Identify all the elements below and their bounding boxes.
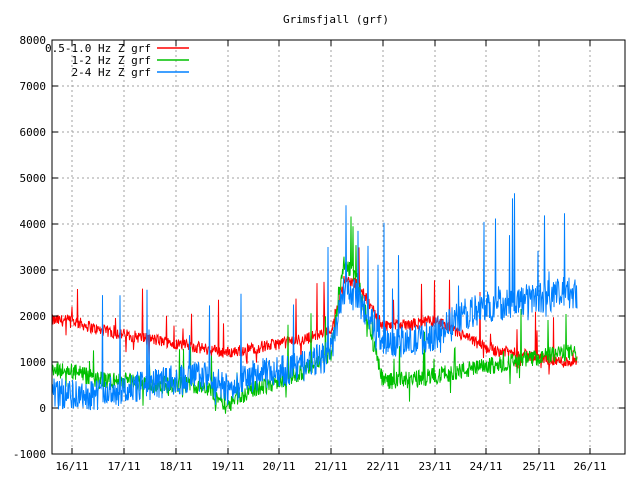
x-tick-label: 19/11 [211,460,244,473]
series-line-1 [51,247,578,375]
x-tick-label: 26/11 [573,460,606,473]
x-tick-label: 18/11 [159,460,192,473]
x-tick-label: 24/11 [469,460,502,473]
y-tick-label: 2000 [20,310,47,323]
x-tick-label: 17/11 [107,460,140,473]
chart-title: Grimsfjall (grf) [283,13,389,26]
legend-label: 1-2 Hz Z grf [72,54,151,67]
series-line-3 [51,193,578,411]
legend-label: 2-4 Hz Z grf [72,66,151,79]
y-axis: -1000 0 1000 2000 3000 4000 5000 6000 7000 8000 [13,34,625,461]
x-tick-label: 16/11 [55,460,88,473]
y-tick-label: -1000 [13,448,46,461]
y-tick-label: 1000 [20,356,47,369]
series-layer [51,193,578,414]
x-tick-label: 22/11 [366,460,399,473]
y-tick-label: 4000 [20,218,47,231]
y-tick-label: 5000 [20,172,47,185]
plot-frame [51,39,626,455]
legend-label: 0.5-1.0 Hz Z grf [45,42,151,55]
y-tick-label: 7000 [20,80,47,93]
x-tick-label: 23/11 [418,460,451,473]
y-tick-label: 6000 [20,126,47,139]
grid-lines [52,40,625,454]
y-tick-label: 3000 [20,264,47,277]
x-tick-label: 21/11 [314,460,347,473]
y-tick-label: 8000 [20,34,47,47]
x-tick-label: 20/11 [262,460,295,473]
x-axis: 16/11 17/11 18/11 19/11 20/11 21/11 22/11 23/11… [55,40,607,473]
y-tick-label: 0 [39,402,46,415]
x-tick-label: 25/11 [522,460,555,473]
series-line-2 [51,216,578,414]
